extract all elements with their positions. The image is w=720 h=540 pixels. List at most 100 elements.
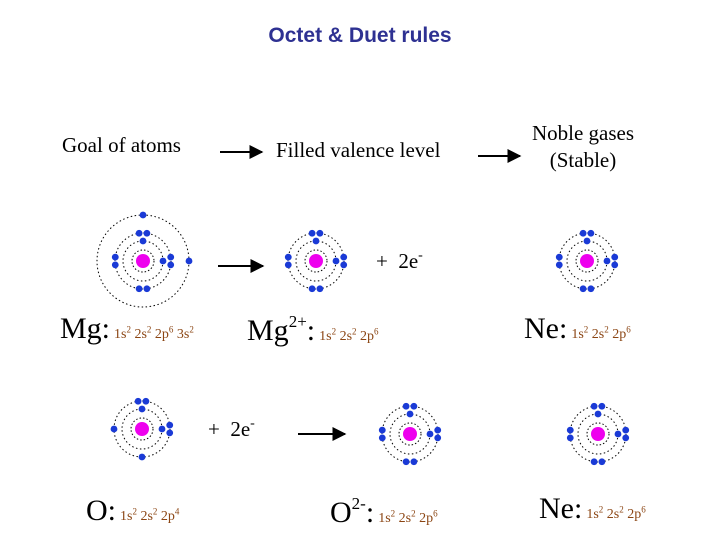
slide-title: Octet & Duet rules bbox=[268, 24, 452, 47]
nucleus bbox=[136, 254, 150, 268]
electron-shell bbox=[114, 232, 172, 290]
electron bbox=[402, 458, 410, 466]
electron bbox=[308, 229, 316, 237]
electron bbox=[378, 434, 386, 442]
goal-of-atoms-label: Goal of atoms bbox=[62, 133, 181, 157]
mg-ion-colon: : bbox=[306, 314, 316, 347]
electron bbox=[587, 285, 595, 293]
mg-ion-charge: 2+ bbox=[288, 312, 307, 331]
electron bbox=[159, 257, 167, 265]
electron bbox=[622, 434, 630, 442]
o-atom bbox=[110, 397, 174, 461]
electron bbox=[166, 421, 174, 429]
electron bbox=[555, 253, 563, 261]
electron-shell bbox=[287, 232, 345, 290]
nucleus bbox=[135, 422, 149, 436]
electron bbox=[166, 429, 174, 437]
mg-config: 1s2 2s2 2p6 3s2 bbox=[114, 324, 194, 342]
ne-symbol-bottom: Ne: bbox=[539, 492, 583, 525]
mg-ion-config: 1s2 2s2 2p6 bbox=[319, 326, 379, 344]
electron bbox=[143, 229, 151, 237]
electron-shell bbox=[381, 405, 439, 463]
electron bbox=[139, 211, 147, 219]
ne-config-bottom: 1s2 2s2 2p6 bbox=[586, 504, 646, 522]
o-ion-atom bbox=[378, 402, 442, 466]
o-ion-electron-config: O2-: 1s2 2s2 2p6 bbox=[330, 494, 438, 530]
electron bbox=[185, 257, 193, 265]
electron bbox=[378, 426, 386, 434]
o-config: 1s2 2s2 2p4 bbox=[120, 506, 180, 524]
mg-ion-symbol: Mg bbox=[247, 314, 289, 347]
electron-shell bbox=[113, 400, 171, 458]
electron-charge: - bbox=[418, 248, 423, 263]
electron bbox=[410, 402, 418, 410]
electron bbox=[402, 402, 410, 410]
electron bbox=[110, 425, 118, 433]
o-ion-colon: : bbox=[365, 496, 375, 529]
electron bbox=[598, 458, 606, 466]
ne-atom-bottom bbox=[566, 402, 630, 466]
electron bbox=[579, 229, 587, 237]
electron bbox=[587, 229, 595, 237]
electron bbox=[158, 425, 166, 433]
electron bbox=[284, 253, 292, 261]
electron bbox=[555, 261, 563, 269]
electron bbox=[134, 397, 142, 405]
electron bbox=[583, 237, 591, 245]
plus-sign: + bbox=[208, 417, 220, 441]
o-symbol: O: bbox=[86, 494, 116, 527]
electron bbox=[316, 229, 324, 237]
o-ion-symbol: O bbox=[330, 496, 352, 529]
nucleus bbox=[591, 427, 605, 441]
electron bbox=[622, 426, 630, 434]
electron bbox=[332, 257, 340, 265]
filled-valence-label: Filled valence level bbox=[276, 138, 441, 162]
electron-shell bbox=[558, 232, 616, 290]
electron bbox=[603, 257, 611, 265]
o-electrons-gained: + 2e- bbox=[208, 416, 255, 442]
mg-ion-atom bbox=[284, 229, 348, 293]
electron bbox=[284, 261, 292, 269]
electron bbox=[135, 229, 143, 237]
electron bbox=[598, 402, 606, 410]
electron bbox=[611, 261, 619, 269]
electron bbox=[316, 285, 324, 293]
electron bbox=[340, 253, 348, 261]
electron bbox=[566, 434, 574, 442]
electron-shell bbox=[569, 405, 627, 463]
electron-count: 2e bbox=[230, 417, 251, 441]
electron bbox=[434, 426, 442, 434]
ne-config-top: 1s2 2s2 2p6 bbox=[571, 324, 631, 342]
o-ion-charge: 2- bbox=[351, 494, 366, 513]
electron bbox=[426, 430, 434, 438]
electron bbox=[614, 430, 622, 438]
ne-atom-top bbox=[555, 229, 619, 293]
noble-gases-line1: Noble gases bbox=[531, 121, 635, 145]
electron bbox=[167, 253, 175, 261]
electron bbox=[590, 458, 598, 466]
electron bbox=[111, 253, 119, 261]
noble-gases-label: Noble gases (Stable) bbox=[503, 120, 663, 174]
electron bbox=[135, 285, 143, 293]
ne-symbol-top: Ne: bbox=[524, 312, 568, 345]
electron bbox=[590, 402, 598, 410]
electron bbox=[111, 261, 119, 269]
electron bbox=[611, 253, 619, 261]
electron bbox=[410, 458, 418, 466]
electron bbox=[308, 285, 316, 293]
electron bbox=[340, 261, 348, 269]
electron bbox=[139, 237, 147, 245]
mg-electron-config: Mg: 1s2 2s2 2p6 3s2 bbox=[60, 312, 194, 346]
electron bbox=[142, 397, 150, 405]
nucleus bbox=[309, 254, 323, 268]
electron-charge: - bbox=[250, 416, 255, 431]
plus-sign: + bbox=[376, 249, 388, 273]
electron bbox=[312, 237, 320, 245]
electron bbox=[138, 405, 146, 413]
o-electron-config: O: 1s2 2s2 2p4 bbox=[86, 494, 179, 528]
o-ion-config: 1s2 2s2 2p6 bbox=[378, 508, 438, 526]
electron bbox=[138, 453, 146, 461]
ne-electron-config-top: Ne: 1s2 2s2 2p6 bbox=[524, 312, 631, 346]
mg-electrons-lost: + 2e- bbox=[376, 248, 423, 274]
